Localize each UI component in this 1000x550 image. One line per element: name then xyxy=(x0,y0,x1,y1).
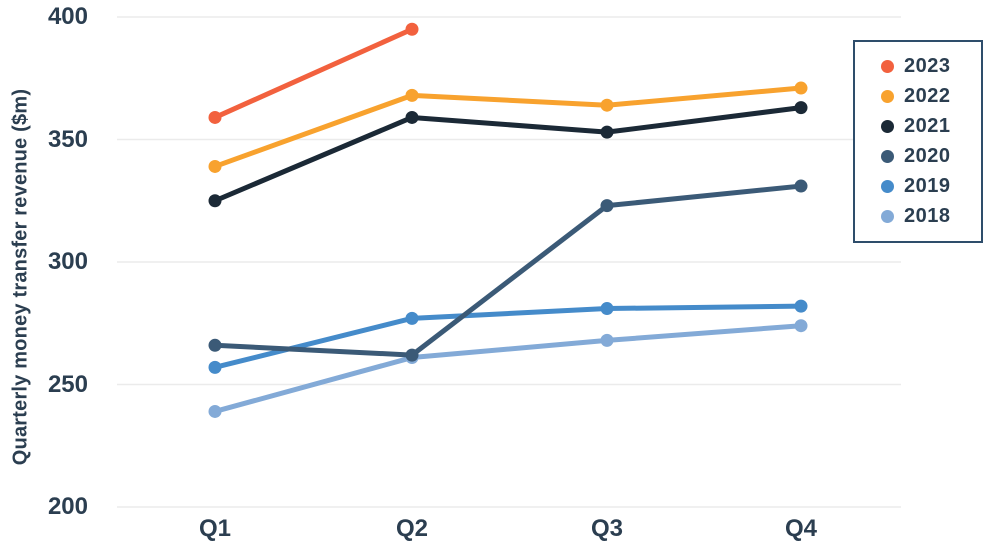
point-2019-Q4 xyxy=(794,299,808,313)
legend: 2023 2022 2021 2020 2019 2018 xyxy=(853,40,983,243)
point-2019-Q1 xyxy=(208,360,222,374)
point-2021-Q2 xyxy=(405,110,419,124)
line-2019 xyxy=(212,303,804,370)
legend-label-2023: 2023 xyxy=(904,55,951,77)
x-tick-label-Q2: Q2 xyxy=(395,515,428,542)
x-tick-label-Q4: Q4 xyxy=(784,515,817,542)
line-2020 xyxy=(212,183,804,358)
legend-swatch-2022 xyxy=(881,90,894,103)
line-2021 xyxy=(212,105,804,204)
legend-label-2018: 2018 xyxy=(904,205,951,227)
point-2022-Q4 xyxy=(794,81,808,95)
legend-item-2018: 2018 xyxy=(881,205,981,228)
point-2020-Q3 xyxy=(600,199,614,213)
point-2023-Q1 xyxy=(208,110,222,124)
y-tick-label-250: 250 xyxy=(47,370,88,398)
point-2022-Q3 xyxy=(600,98,614,112)
point-2020-Q1 xyxy=(208,338,222,352)
legend-swatch-2023 xyxy=(881,60,894,73)
point-2018-Q1 xyxy=(208,404,222,418)
point-2019-Q2 xyxy=(405,311,419,325)
line-2023 xyxy=(212,26,415,120)
y-tick-label-400: 400 xyxy=(47,3,88,30)
line-2022 xyxy=(212,85,804,169)
point-2022-Q1 xyxy=(208,159,222,173)
point-2020-Q4 xyxy=(794,179,808,193)
legend-label-2021: 2021 xyxy=(904,115,951,137)
legend-swatch-2019 xyxy=(881,180,894,193)
point-2021-Q1 xyxy=(208,194,222,208)
legend-item-2020: 2020 xyxy=(881,145,981,168)
point-2019-Q3 xyxy=(600,302,614,316)
x-tick-label-Q3: Q3 xyxy=(590,515,623,542)
legend-label-2019: 2019 xyxy=(904,175,951,197)
legend-swatch-2021 xyxy=(881,120,894,133)
legend-label-2020: 2020 xyxy=(904,145,951,167)
point-2023-Q2 xyxy=(405,22,419,36)
legend-item-2023: 2023 xyxy=(881,55,981,78)
y-tick-label-300: 300 xyxy=(47,248,88,275)
legend-item-2022: 2022 xyxy=(881,85,981,108)
legend-swatch-2020 xyxy=(881,150,894,163)
legend-swatch-2018 xyxy=(881,210,894,223)
point-2018-Q4 xyxy=(794,319,808,333)
point-2021-Q3 xyxy=(600,125,614,139)
point-2020-Q2 xyxy=(405,348,419,362)
legend-label-2022: 2022 xyxy=(904,85,951,107)
y-tick-label-200: 200 xyxy=(47,493,88,520)
line-2018 xyxy=(212,323,804,414)
point-2021-Q4 xyxy=(794,101,808,115)
point-2018-Q3 xyxy=(600,333,614,347)
legend-item-2019: 2019 xyxy=(881,175,981,198)
legend-item-2021: 2021 xyxy=(881,115,981,138)
x-tick-label-Q1: Q1 xyxy=(198,515,231,542)
y-tick-label-350: 350 xyxy=(47,125,88,153)
point-2022-Q2 xyxy=(405,88,419,102)
